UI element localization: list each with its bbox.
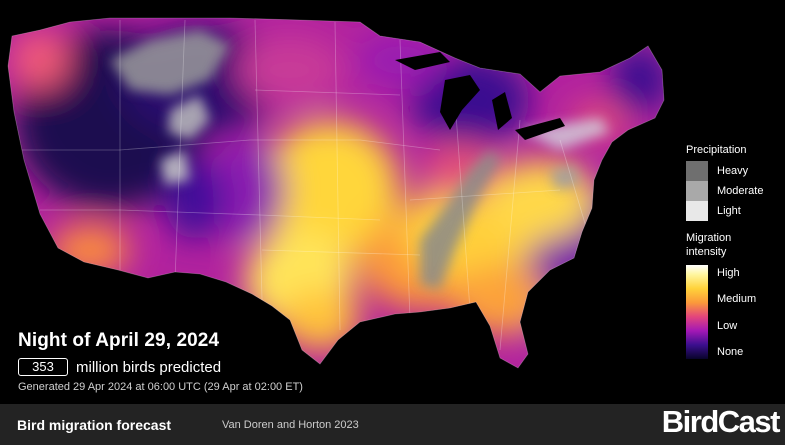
bird-count-text: million birds predicted <box>76 358 222 376</box>
precipitation-legend-title: Precipitation <box>686 144 747 156</box>
precip-level-heavy: Heavy <box>686 161 782 181</box>
intensity-label-low: Low <box>717 320 738 332</box>
bird-count-value: 353 <box>18 358 68 376</box>
intensity-label-medium: Medium <box>717 293 757 305</box>
intensity-none-swatch <box>686 359 708 373</box>
migration-map <box>7 17 665 369</box>
footer-credit: Van Doren and Horton 2023 <box>222 419 359 431</box>
light-swatch <box>686 201 708 221</box>
intensity-legend-title: Migration intensity <box>686 232 732 258</box>
intensity-label-high: High <box>717 267 740 279</box>
precip-level-light: Light <box>686 201 782 221</box>
precip-label-moderate: Moderate <box>717 185 764 197</box>
footer-title: Bird migration forecast <box>17 417 172 433</box>
precip-level-moderate: Moderate <box>686 181 782 201</box>
intensity-ramp: High Medium Low None <box>686 265 782 373</box>
precip-label-heavy: Heavy <box>717 165 749 177</box>
moderate-swatch <box>686 181 708 201</box>
generated-timestamp: Generated 29 Apr 2024 at 06:00 UTC (29 A… <box>18 381 303 393</box>
heavy-swatch <box>686 161 708 181</box>
night-title: Night of April 29, 2024 <box>18 330 220 351</box>
bird-count-row: 353 million birds predicted <box>18 358 221 376</box>
precip-label-light: Light <box>717 205 741 217</box>
birdcast-logo: BirdCast <box>661 404 781 439</box>
map-legend: Precipitation Heavy Moderate Light Migra… <box>686 144 782 373</box>
intensity-label-none: None <box>717 346 744 358</box>
footer-bar: Bird migration forecast Van Doren and Ho… <box>0 404 785 445</box>
intensity-color-ramp <box>686 265 708 359</box>
